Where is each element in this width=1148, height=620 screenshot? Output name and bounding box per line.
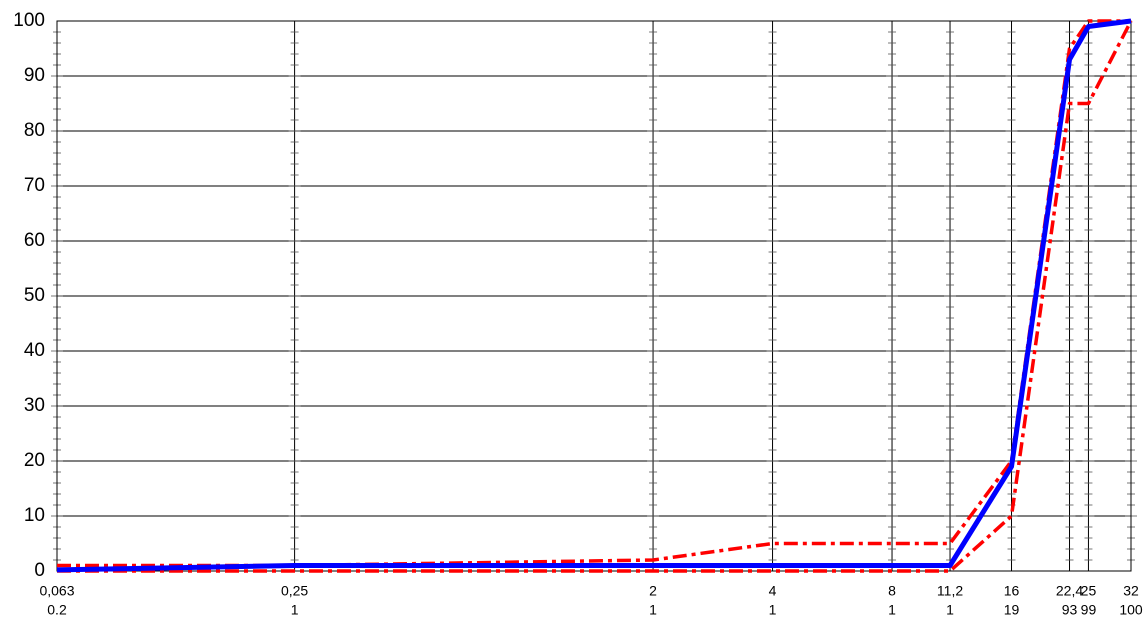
line-series — [56, 18, 1132, 573]
x-tick-label: 11,2 — [937, 583, 963, 599]
y-tick-label: 60 — [24, 230, 45, 251]
data-label: 99 — [1081, 602, 1097, 618]
x-tick-label: 25 — [1081, 583, 1097, 599]
line-series — [57, 20, 1133, 573]
data-label: 1 — [291, 602, 299, 618]
y-tick-label: 90 — [24, 65, 45, 86]
y-tick-label: 10 — [24, 505, 45, 526]
y-tick-label: 40 — [24, 340, 45, 361]
x-tick-label: 2 — [649, 583, 657, 599]
data-label: 1 — [769, 602, 777, 618]
x-tick-label: 0,25 — [281, 583, 308, 599]
data-label: 19 — [1004, 602, 1020, 618]
y-tick-label: 20 — [24, 450, 45, 471]
y-tick-label: 50 — [24, 285, 45, 306]
y-tick-label: 100 — [13, 10, 45, 31]
x-tick-label: 4 — [769, 583, 777, 599]
data-label: 0.2 — [47, 602, 67, 618]
y-tick-label: 70 — [24, 175, 45, 196]
data-label: 100 — [1119, 602, 1143, 618]
line-series — [57, 19, 1131, 568]
x-tick-label: 16 — [1004, 583, 1020, 599]
data-label: 1 — [946, 602, 954, 618]
data-label: 1 — [649, 602, 657, 618]
y-tick-label: 0 — [34, 560, 45, 581]
x-tick-label: 32 — [1123, 583, 1139, 599]
x-tick-label: 22,4 — [1056, 583, 1083, 599]
x-tick-label: 8 — [888, 583, 896, 599]
data-label: 1 — [888, 602, 896, 618]
x-tick-label: 0,063 — [39, 583, 74, 599]
data-label: 93 — [1062, 602, 1078, 618]
y-tick-label: 30 — [24, 395, 45, 416]
y-tick-label: 80 — [24, 120, 45, 141]
